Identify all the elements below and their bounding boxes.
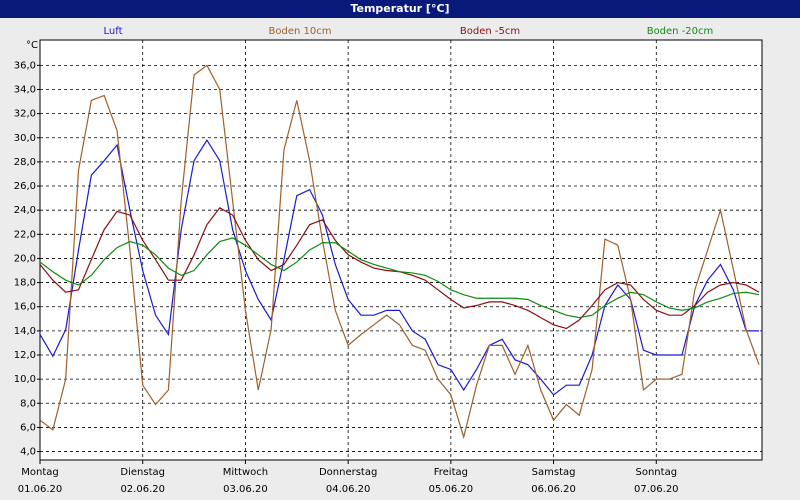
x-tick-label: Freitag xyxy=(434,467,468,478)
y-tick-label: 22,0 xyxy=(14,229,36,240)
y-tick-label: 18,0 xyxy=(14,278,36,289)
plot-area xyxy=(39,39,763,461)
y-tick-label: 8,0 xyxy=(20,398,36,409)
y-tick-label: 32,0 xyxy=(14,109,36,120)
y-tick-label: 6,0 xyxy=(20,422,36,433)
y-tick-label: 10,0 xyxy=(14,374,36,385)
y-tick-label: 34,0 xyxy=(14,84,36,95)
x-tick-date: 02.06.20 xyxy=(120,484,165,495)
y-tick-label: 24,0 xyxy=(14,205,36,216)
y-tick-label: 14,0 xyxy=(14,326,36,337)
x-tick-label: Donnerstag xyxy=(319,467,377,478)
y-tick-label: 12,0 xyxy=(14,350,36,361)
x-tick-date: 06.06.20 xyxy=(531,484,576,495)
y-tick-label: 20,0 xyxy=(14,253,36,264)
legend-entry: Boden -20cm xyxy=(647,26,714,37)
y-axis-label: °C xyxy=(26,40,38,51)
x-tick-date: 05.06.20 xyxy=(429,484,474,495)
series-line xyxy=(39,64,760,440)
x-tick-date: 07.06.20 xyxy=(634,484,679,495)
y-tick-label: 26,0 xyxy=(14,181,36,192)
series-line xyxy=(39,237,760,319)
x-tick-date: 03.06.20 xyxy=(223,484,268,495)
y-tick-label: 36,0 xyxy=(14,60,36,71)
x-tick-date: 01.06.20 xyxy=(18,484,63,495)
x-tick-label: Mittwoch xyxy=(223,467,268,478)
y-tick-label: 4,0 xyxy=(20,447,36,458)
title-bar xyxy=(0,0,800,18)
x-tick-date: 04.06.20 xyxy=(326,484,371,495)
legend-entry: Boden -5cm xyxy=(460,26,520,37)
legend-entry: Luft xyxy=(104,26,123,37)
x-tick-label: Montag xyxy=(21,467,58,478)
y-tick-label: 28,0 xyxy=(14,157,36,168)
y-tick-label: 16,0 xyxy=(14,302,36,313)
x-tick-label: Dienstag xyxy=(120,467,165,478)
legend-entry: Boden 10cm xyxy=(269,26,332,37)
x-tick-label: Sonntag xyxy=(636,467,678,478)
y-tick-label: 30,0 xyxy=(14,133,36,144)
series-line xyxy=(39,139,759,396)
x-tick-label: Samstag xyxy=(532,467,576,478)
chart-title: Temperatur [°C] xyxy=(350,2,449,15)
